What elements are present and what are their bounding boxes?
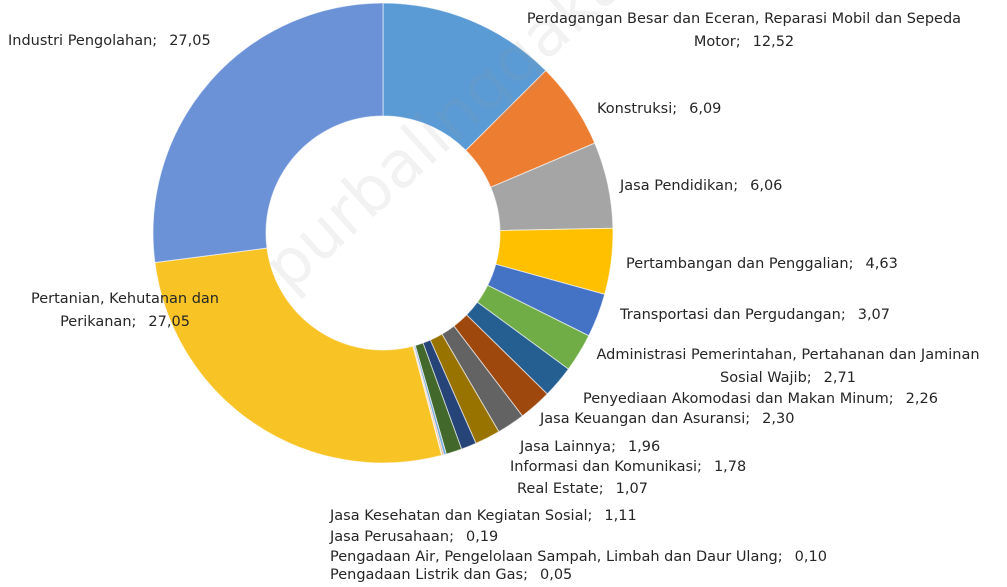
label-category: Informasi dan Komunikasi xyxy=(510,459,698,475)
label-value: 1,78 xyxy=(713,459,747,475)
label-separator: ; xyxy=(598,481,604,497)
data-label: Pengadaan Air, Pengelolaan Sampah, Limba… xyxy=(330,546,827,569)
label-separator: ; xyxy=(745,411,751,427)
label-separator: ; xyxy=(840,307,846,323)
data-label: Pengadaan Listrik dan Gas; 0,05 xyxy=(330,564,572,587)
donut-segment xyxy=(154,247,443,464)
donut-segment xyxy=(152,2,384,264)
label-separator: ; xyxy=(888,391,894,407)
label-category: Real Estate xyxy=(517,481,599,497)
label-value: 0,19 xyxy=(466,529,499,545)
label-separator: ; xyxy=(777,549,783,565)
label-value: 2,71 xyxy=(823,370,856,386)
label-category: Administrasi Pemerintahan, Pertahanan da… xyxy=(596,347,980,386)
label-category: Jasa Kesehatan dan Kegiatan Sosial xyxy=(330,508,588,524)
data-label: Perdagangan Besar dan Eceran, Reparasi M… xyxy=(482,8,1006,54)
label-category: Jasa Perusahaan xyxy=(330,529,450,545)
label-category: Pengadaan Air, Pengelolaan Sampah, Limba… xyxy=(330,549,778,565)
label-value: 1,96 xyxy=(627,439,661,455)
label-category: Industri Pengolahan xyxy=(8,33,153,49)
label-category: Jasa Keuangan dan Asuransi xyxy=(540,411,746,427)
label-separator: ; xyxy=(131,314,137,330)
data-label: Jasa Lainnya; 1,96 xyxy=(520,436,660,459)
label-value: 3,07 xyxy=(857,307,891,323)
label-category: Transportasi dan Pergudangan xyxy=(620,307,841,323)
data-label: Industri Pengolahan; 27,05 xyxy=(8,30,211,53)
label-value: 2,26 xyxy=(905,391,938,407)
label-separator: ; xyxy=(672,101,678,117)
data-label: Konstruksi; 6,09 xyxy=(597,98,721,121)
label-separator: ; xyxy=(152,33,158,49)
label-separator: ; xyxy=(735,34,741,50)
label-category: Jasa Pendidikan xyxy=(620,178,734,194)
label-value: 4,63 xyxy=(865,256,898,272)
label-value: 6,06 xyxy=(750,178,783,194)
label-separator: ; xyxy=(806,370,812,386)
data-label: Informasi dan Komunikasi; 1,78 xyxy=(510,456,746,479)
label-category: Pertanian, Kehutanan dan Perikanan xyxy=(30,291,219,330)
data-label: Administrasi Pemerintahan, Pertahanan da… xyxy=(593,344,983,390)
label-value: 2,30 xyxy=(762,411,795,427)
label-value: 0,05 xyxy=(540,567,573,583)
label-value: 1,07 xyxy=(615,481,648,497)
label-separator: ; xyxy=(523,567,528,583)
data-label: Jasa Kesehatan dan Kegiatan Sosial; 1,11 xyxy=(330,505,637,528)
data-label: Penyediaan Akomodasi dan Makan Minum; 2,2… xyxy=(583,388,938,411)
label-separator: ; xyxy=(611,439,616,455)
label-separator: ; xyxy=(848,256,854,272)
label-value: 12,52 xyxy=(752,34,795,50)
data-label: Pertanian, Kehutanan dan Perikanan; 27,05 xyxy=(5,288,245,334)
data-label: Real Estate; 1,07 xyxy=(517,478,648,501)
data-label: Transportasi dan Pergudangan; 3,07 xyxy=(620,304,890,327)
label-value: 0,10 xyxy=(794,549,827,565)
data-label: Jasa Keuangan dan Asuransi; 2,30 xyxy=(540,408,794,431)
label-category: Pengadaan Listrik dan Gas xyxy=(330,567,524,583)
label-category: Pertambangan dan Penggalian xyxy=(626,256,849,272)
label-separator: ; xyxy=(697,459,702,475)
label-value: 6,09 xyxy=(689,101,722,117)
label-separator: ; xyxy=(449,529,454,545)
label-value: 1,11 xyxy=(604,508,637,524)
label-category: Penyediaan Akomodasi dan Makan Minum xyxy=(583,391,889,407)
data-label: Pertambangan dan Penggalian; 4,63 xyxy=(626,253,898,276)
label-separator: ; xyxy=(587,508,593,524)
data-label: Jasa Pendidikan; 6,06 xyxy=(620,175,782,198)
label-separator: ; xyxy=(733,178,739,194)
label-category: Jasa Lainnya xyxy=(520,439,612,455)
label-value: 27,05 xyxy=(148,314,190,330)
label-value: 27,05 xyxy=(169,33,211,49)
label-category: Konstruksi xyxy=(597,101,673,117)
label-category: Perdagangan Besar dan Eceran, Reparasi M… xyxy=(526,11,962,50)
data-label: Jasa Perusahaan; 0,19 xyxy=(330,526,498,549)
